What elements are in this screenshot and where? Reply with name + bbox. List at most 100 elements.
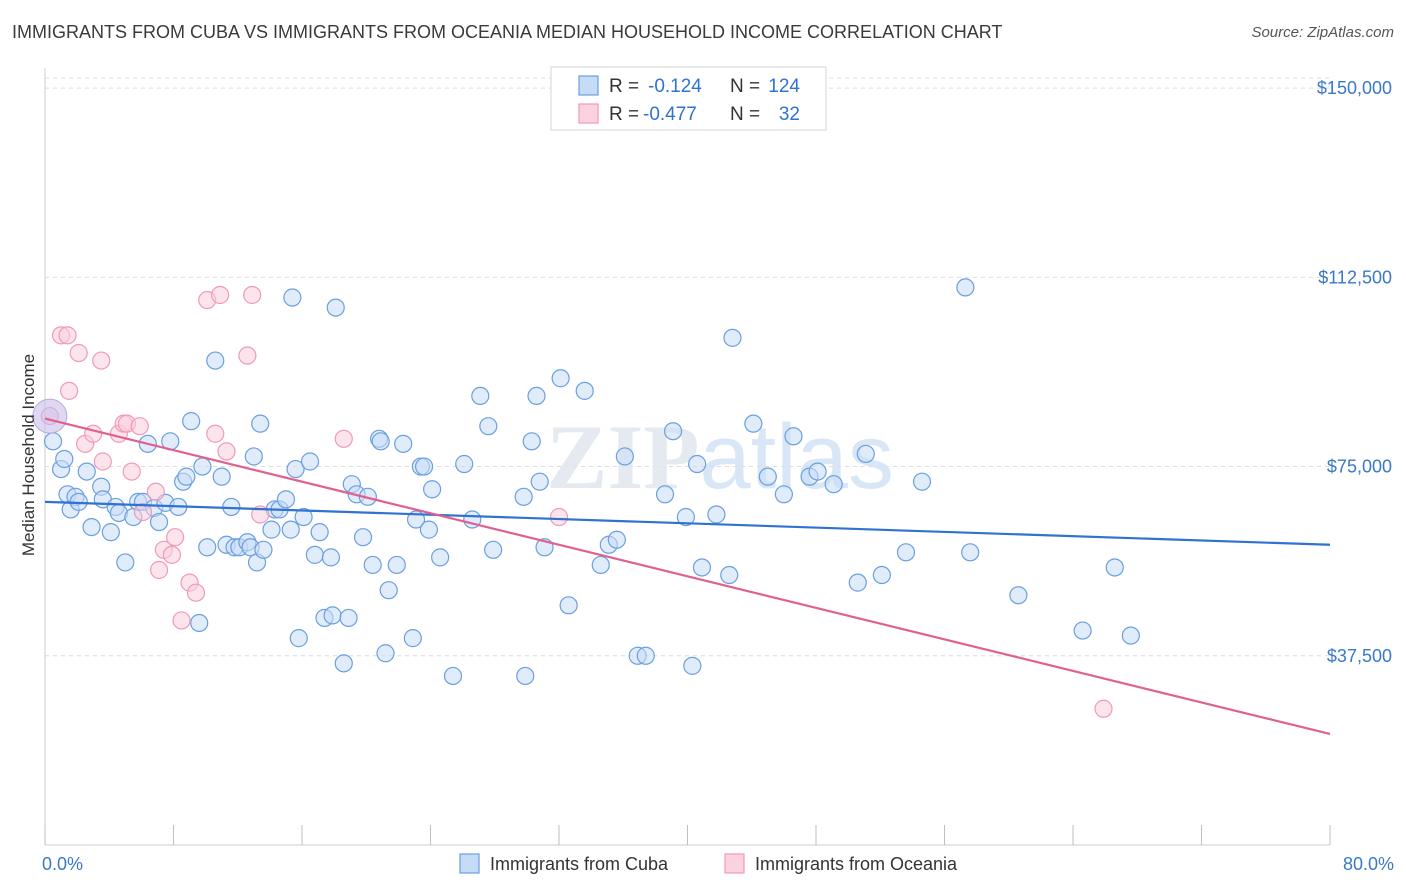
cuba-point: [824, 475, 843, 494]
cuba-point: [321, 548, 341, 567]
cuba-point: [283, 288, 302, 307]
oceania-point: [93, 452, 112, 471]
y-tick-label: $37,500: [1327, 646, 1392, 666]
cuba-point: [607, 530, 626, 549]
stats-r-label-oceania: R =: [609, 104, 639, 125]
cuba-point: [688, 454, 707, 474]
oceania-point: [130, 417, 149, 436]
cuba-point: [289, 629, 308, 648]
oceania-point: [217, 442, 236, 461]
cuba-point: [431, 548, 450, 567]
cuba-point: [530, 472, 549, 491]
cuba-point: [387, 555, 406, 575]
cuba-point: [305, 545, 324, 564]
cuba-point: [723, 328, 742, 347]
stats-n-value-oceania: 32: [779, 104, 800, 125]
cuba-point: [206, 351, 225, 370]
oceania-point: [166, 528, 185, 547]
stats-n-label-cuba: N =: [730, 76, 760, 97]
cuba-point: [177, 467, 196, 486]
cuba-point: [443, 666, 463, 686]
cuba-point: [193, 457, 212, 476]
oceania-point: [206, 424, 225, 443]
cuba-point: [575, 381, 594, 400]
oceania-point: [146, 482, 165, 501]
cuba-point: [744, 414, 763, 433]
cuba-point: [414, 457, 434, 476]
cuba-point: [808, 462, 827, 481]
stats-legend-box: R = -0.124 N = 124 R = -0.477 N = 32: [550, 66, 827, 131]
cuba-point: [956, 278, 975, 297]
cuba-point: [1105, 558, 1124, 577]
overlap-point: [32, 398, 68, 434]
cuba-point: [403, 629, 422, 648]
cuba-point: [286, 459, 305, 479]
cuba-point: [423, 480, 442, 499]
cuba-point: [310, 523, 329, 542]
oceania-point: [162, 545, 181, 564]
stats-r-value-cuba: -0.124: [648, 76, 702, 97]
legend-label-oceania: Immigrants from Oceania: [755, 854, 958, 874]
y-tick-label: $150,000: [1317, 78, 1392, 98]
stats-n-label-oceania: N =: [730, 104, 760, 125]
cuba-point: [300, 452, 320, 471]
cuba-point: [419, 520, 438, 539]
cuba-point: [707, 505, 726, 524]
cuba-point: [758, 467, 777, 486]
cuba-point: [190, 613, 209, 633]
cuba-point: [212, 467, 231, 486]
cuba-point: [636, 646, 655, 665]
cuba-point: [655, 485, 675, 504]
cuba-point: [82, 517, 101, 537]
cuba-point: [455, 454, 474, 474]
oceania-point: [1094, 699, 1113, 718]
x-tick-label-max: 80.0%: [1343, 854, 1394, 874]
oceania-point: [172, 611, 191, 630]
cuba-point: [872, 565, 891, 585]
cuba-point: [1121, 626, 1140, 645]
grid: [45, 77, 1330, 657]
cuba-point: [116, 553, 135, 572]
cuba-point: [244, 447, 263, 466]
oceania-point: [69, 343, 88, 363]
y-axis-label: Median Household Income: [19, 354, 38, 556]
cuba-point: [77, 462, 96, 481]
cuba-point: [254, 540, 273, 559]
cuba-point: [1073, 621, 1092, 640]
cuba-point: [961, 543, 980, 562]
oceania-point: [243, 285, 262, 305]
cuba-point: [848, 573, 867, 592]
cuba-point: [182, 412, 201, 431]
cuba-point: [676, 507, 695, 527]
stats-n-value-cuba: 124: [768, 76, 800, 97]
cuba-trend-line: [44, 500, 1331, 546]
cuba-point: [281, 520, 300, 539]
cuba-point: [484, 540, 503, 559]
stats-swatch-oceania: [578, 103, 599, 124]
cuba-point: [514, 487, 533, 506]
cuba-point: [692, 558, 712, 577]
cuba-point: [896, 543, 916, 562]
oceania-point: [59, 381, 79, 400]
cuba-point: [262, 520, 281, 539]
cuba-point: [363, 555, 382, 575]
oceania-point: [334, 429, 353, 448]
cuba-point: [559, 596, 578, 615]
cuba-point: [353, 528, 373, 547]
cuba-point: [663, 422, 683, 441]
legend-label-cuba: Immigrants from Cuba: [490, 854, 669, 874]
oceania-point: [549, 507, 569, 527]
oceania-point: [92, 351, 111, 370]
axes: $37,500 $75,000 $112,500 $150,000 0.0% 80.0%: [42, 68, 1394, 874]
cuba-point: [856, 444, 875, 464]
cuba-point: [774, 485, 793, 504]
trend-lines: [44, 417, 1331, 736]
cuba-point: [376, 644, 395, 663]
cuba-point: [527, 386, 546, 406]
cuba-point: [379, 581, 398, 600]
cuba-point: [334, 654, 353, 673]
cuba-point: [326, 298, 345, 317]
cuba-point: [198, 538, 217, 557]
cuba-point: [55, 449, 74, 469]
